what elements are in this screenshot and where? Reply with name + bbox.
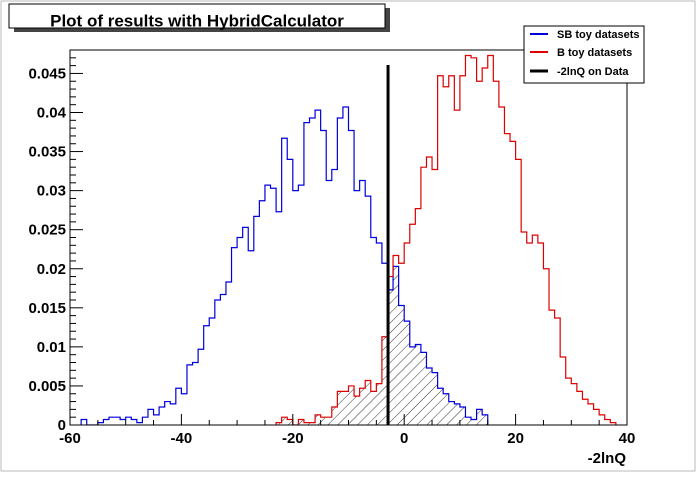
axes: -60 -40 -20 0 20 40 0 0.005 0.01 0.015 0.02 0.025 0.… bbox=[28, 49, 636, 447]
y-tick-label: 0.045 bbox=[28, 65, 66, 82]
y-tick-label: 0.01 bbox=[37, 339, 66, 356]
y-tick-label: 0.03 bbox=[37, 183, 66, 200]
chart-title-box: Plot of results with HybridCalculator bbox=[8, 3, 390, 32]
x-tick-label: -60 bbox=[59, 430, 81, 447]
x-tick-label: 0 bbox=[400, 430, 408, 447]
legend-entry-data: -2lnQ on Data bbox=[530, 66, 629, 78]
legend-box bbox=[523, 25, 645, 84]
y-tick-label: 0.02 bbox=[37, 261, 66, 278]
y-tick-label: 0.025 bbox=[28, 222, 66, 239]
legend-label-b: B toy datasets bbox=[557, 47, 632, 59]
sb-hatched-fill bbox=[388, 266, 488, 425]
chart-title: Plot of results with HybridCalculator bbox=[50, 11, 344, 30]
y-tick-label: 0.015 bbox=[28, 300, 66, 317]
x-tick-label: 20 bbox=[507, 430, 524, 447]
y-tick-label: 0.04 bbox=[37, 105, 67, 122]
plot-area bbox=[80, 54, 617, 425]
y-tick-label: 0 bbox=[58, 417, 66, 434]
y-tick-label: 0.005 bbox=[28, 378, 66, 395]
x-tick-label: -40 bbox=[171, 430, 193, 447]
b-hatched-fill bbox=[276, 276, 389, 425]
y-tick-label: 0.035 bbox=[28, 144, 66, 161]
x-tick-label: 40 bbox=[619, 430, 636, 447]
x-tick-label: -20 bbox=[282, 430, 304, 447]
x-axis-label: -2lnQ bbox=[588, 450, 627, 467]
legend-entry-b: B toy datasets bbox=[530, 47, 632, 59]
legend-label-data: -2lnQ on Data bbox=[557, 66, 629, 78]
legend: SB toy datasets B toy datasets -2lnQ on … bbox=[523, 25, 645, 84]
legend-entry-sb: SB toy datasets bbox=[530, 29, 640, 41]
b-histogram-line bbox=[275, 54, 617, 425]
sb-histogram-line bbox=[80, 106, 489, 425]
legend-label-sb: SB toy datasets bbox=[557, 29, 640, 41]
